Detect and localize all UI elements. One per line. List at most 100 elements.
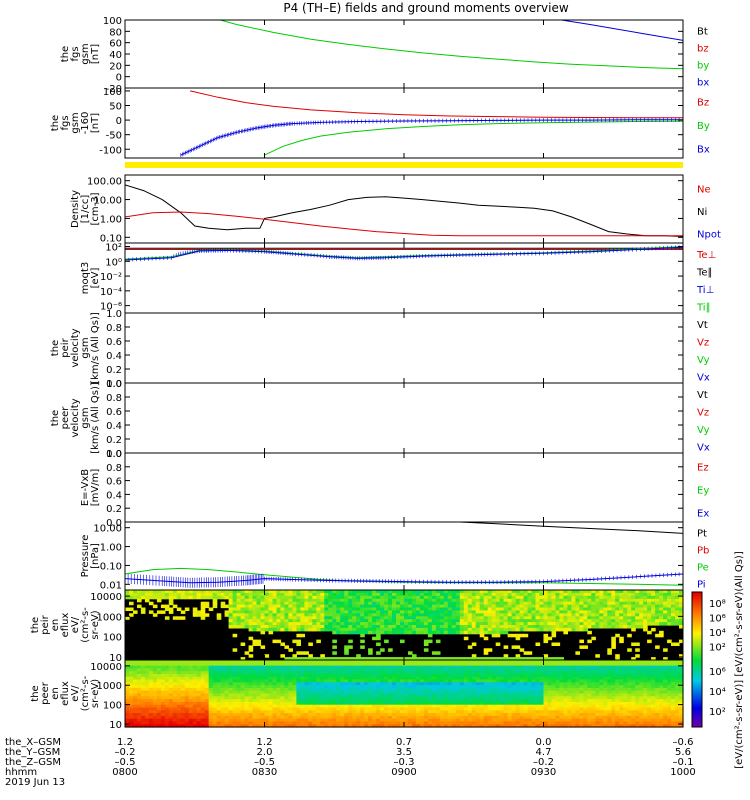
heatmap-cell <box>471 657 477 661</box>
heatmap-cell <box>368 724 373 728</box>
heatmap-cell <box>575 616 580 620</box>
heatmap-cell <box>284 674 289 678</box>
heatmap-cell <box>503 592 509 597</box>
heatmap-cell <box>332 721 337 725</box>
heatmap-cell <box>396 610 401 614</box>
heatmap-cell <box>667 616 672 620</box>
heatmap-cell <box>304 718 309 722</box>
heatmap-cell <box>579 627 584 632</box>
heatmap-cell <box>587 592 592 597</box>
heatmap-cell <box>419 671 425 675</box>
heatmap-cell <box>232 668 238 672</box>
heatmap-cell <box>463 598 469 603</box>
heatmap-cell <box>320 724 325 728</box>
heatmap-cell <box>443 676 449 681</box>
heatmap-cell <box>659 630 664 635</box>
heatmap-cell <box>499 630 505 635</box>
heatmap-cell <box>240 693 246 697</box>
heatmap-cell <box>507 625 513 629</box>
heatmap-cell <box>348 674 353 678</box>
heatmap-cell <box>224 721 230 725</box>
heatmap-cell <box>368 704 373 709</box>
heatmap-cell <box>547 598 553 603</box>
heatmap-cell <box>567 595 572 600</box>
heatmap-cell <box>567 713 572 717</box>
heatmap-cell <box>619 592 624 597</box>
heatmap-cell <box>348 713 353 717</box>
heatmap-cell <box>419 595 425 600</box>
heatmap-cell <box>176 699 182 703</box>
heatmap-cell <box>140 724 146 728</box>
heatmap-cell <box>679 592 684 597</box>
heatmap-cell <box>443 699 449 703</box>
series-group-fgs-160 <box>180 90 683 158</box>
heatmap-cell <box>228 616 234 620</box>
heatmap-cell <box>140 696 146 700</box>
heatmap-cell <box>659 604 664 609</box>
heatmap-cell <box>671 613 676 617</box>
heatmap-cell <box>396 619 401 623</box>
heatmap-cell <box>523 713 529 717</box>
heatmap-cell <box>507 685 513 689</box>
heatmap-cell <box>392 674 397 678</box>
heatmap-cell <box>416 610 421 614</box>
heatmap-cell <box>340 715 345 720</box>
heatmap-cell <box>316 613 321 617</box>
heatmap-cell <box>320 627 325 632</box>
heatmap-cell <box>643 613 648 617</box>
heatmap-cell <box>455 685 461 689</box>
heatmap-cell <box>328 687 333 692</box>
heatmap-cell <box>252 592 258 597</box>
heatmap-cell <box>559 625 564 629</box>
heatmap-cell <box>423 668 429 672</box>
heatmap-cell <box>352 595 357 600</box>
heatmap-cell <box>172 699 178 703</box>
heatmap-cell <box>491 685 497 689</box>
heatmap-cell <box>144 715 150 720</box>
heatmap-cell <box>176 704 182 709</box>
heatmap-cell <box>244 607 250 611</box>
heatmap-cell <box>388 601 393 606</box>
heatmap-cell <box>607 604 612 609</box>
heatmap-cell <box>447 610 453 614</box>
ylabel-line-fgs-160: fgs <box>60 115 71 130</box>
heatmap-cell <box>188 662 194 667</box>
heatmap-cell <box>372 613 377 617</box>
heatmap-cell <box>523 676 529 681</box>
heatmap-cell <box>396 662 401 667</box>
heatmap-cell <box>427 718 433 722</box>
heatmap-cell <box>451 721 457 725</box>
heatmap-cell <box>260 607 266 611</box>
heatmap-cell <box>196 690 202 695</box>
ylabel-line-fgs: fgs <box>70 46 81 61</box>
heatmap-cell <box>503 598 509 603</box>
heatmap-cell <box>404 613 409 617</box>
heatmap-cell <box>260 715 266 720</box>
heatmap-cell <box>467 676 473 681</box>
heatmap-cell <box>272 604 278 609</box>
heatmap-cell <box>192 718 198 722</box>
heatmap-cell <box>647 604 652 609</box>
heatmap-cell <box>244 718 250 722</box>
heatmap-cell <box>372 718 377 722</box>
heatmap-cell <box>467 619 473 623</box>
heatmap-cell <box>663 601 668 606</box>
heatmap-cell <box>459 598 465 603</box>
heatmap-cell <box>272 590 278 594</box>
heatmap-cell <box>332 598 337 603</box>
heatmap-cell <box>515 682 521 686</box>
heatmap-cell <box>507 622 513 626</box>
heatmap-cell <box>443 671 449 675</box>
heatmap-cell <box>300 690 305 695</box>
heatmap-cell <box>555 724 561 728</box>
heatmap-cell <box>431 682 437 686</box>
heatmap-cell <box>623 604 628 609</box>
heatmap-cell <box>427 630 433 635</box>
heatmap-cell <box>260 679 266 683</box>
heatmap-cell <box>563 687 568 692</box>
heatmap-cell <box>479 724 485 728</box>
heatmap-cell <box>144 590 150 594</box>
heatmap-cell <box>220 687 226 692</box>
heatmap-cell <box>264 699 270 703</box>
heatmap-cell <box>559 657 564 661</box>
